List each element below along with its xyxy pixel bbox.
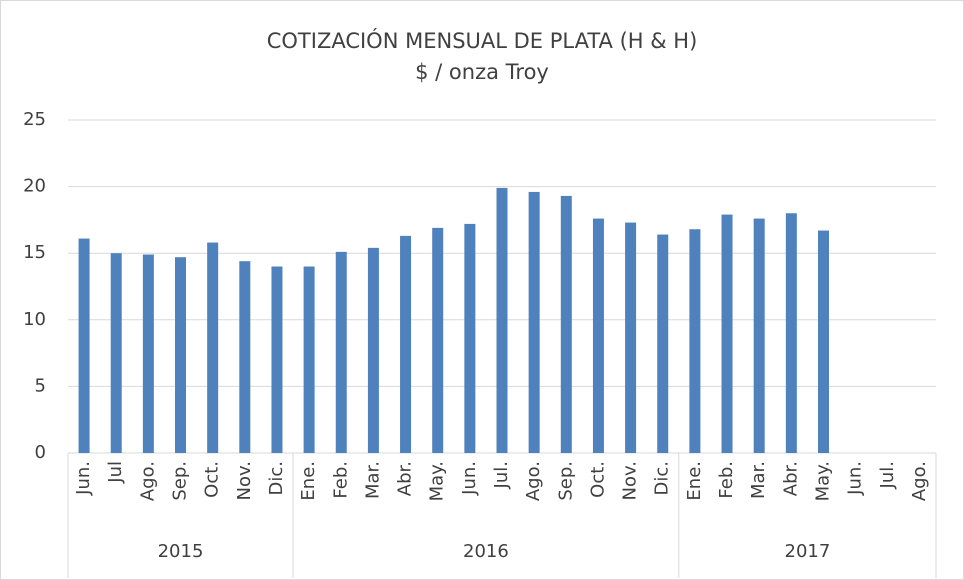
bar	[78, 238, 90, 453]
x-tick-label: Dic.	[266, 461, 287, 495]
bar	[142, 254, 154, 453]
bar	[400, 235, 412, 453]
bar	[528, 191, 540, 454]
x-tick-label: Sep.	[170, 461, 191, 501]
y-tick-label: 25	[23, 109, 46, 130]
bar	[432, 227, 444, 453]
x-tick-label: Sep.	[555, 461, 576, 501]
x-tick-label: Jun.	[459, 461, 480, 496]
bar	[207, 242, 219, 453]
bar	[753, 218, 765, 453]
bar	[367, 247, 379, 453]
y-tick-label: 0	[35, 442, 46, 463]
bar	[239, 261, 251, 453]
x-tick-label: Jul	[105, 461, 126, 484]
bar	[303, 266, 315, 453]
x-tick-label: May.	[812, 461, 833, 501]
x-tick-label: Jul.	[491, 461, 512, 489]
x-tick-label: Abr.	[780, 461, 801, 496]
group-label: 2016	[463, 541, 509, 562]
bar	[625, 222, 637, 453]
chart-subtitle: $ / onza Troy	[415, 60, 549, 84]
bar	[785, 213, 797, 453]
bar	[271, 266, 283, 453]
bar	[496, 187, 508, 453]
group-label: 2017	[785, 541, 831, 562]
y-tick-label: 5	[35, 375, 46, 396]
x-tick-label: Ago.	[137, 461, 158, 501]
bar	[817, 230, 829, 453]
group-label: 2015	[158, 541, 204, 562]
x-tick-label: Nov.	[620, 461, 641, 500]
x-tick-label: Oct.	[587, 461, 608, 498]
x-tick-label: Ene.	[298, 461, 319, 501]
x-tick-label: Ago.	[909, 461, 930, 501]
chart-title: COTIZACIÓN MENSUAL DE PLATA (H & H)	[267, 28, 698, 53]
y-tick-label: 20	[23, 176, 46, 197]
bar	[464, 223, 476, 453]
x-tick-label: May.	[427, 461, 448, 501]
bar	[689, 229, 701, 453]
x-tick-label: Ene.	[684, 461, 705, 501]
bar	[657, 234, 669, 453]
bar	[335, 251, 347, 453]
x-tick-label: Feb.	[716, 461, 737, 499]
bar	[592, 218, 604, 453]
bar	[560, 195, 572, 453]
x-tick-label: Abr.	[395, 461, 416, 496]
x-tick-label: Mar.	[748, 461, 769, 499]
y-tick-label: 10	[23, 309, 46, 330]
x-tick-label: Jun.	[845, 461, 866, 496]
x-tick-label: Oct.	[202, 461, 223, 498]
x-tick-label: Dic.	[652, 461, 673, 495]
x-tick-label: Feb.	[330, 461, 351, 499]
bar	[110, 253, 122, 453]
x-tick-label: Jul.	[877, 461, 898, 489]
bar	[721, 214, 733, 453]
x-tick-label: Nov.	[234, 461, 255, 500]
bar	[175, 257, 187, 453]
x-tick-label: Ago.	[523, 461, 544, 501]
y-tick-label: 15	[23, 242, 46, 263]
x-tick-label: Mar.	[362, 461, 383, 499]
x-tick-label: Jun.	[73, 461, 94, 496]
